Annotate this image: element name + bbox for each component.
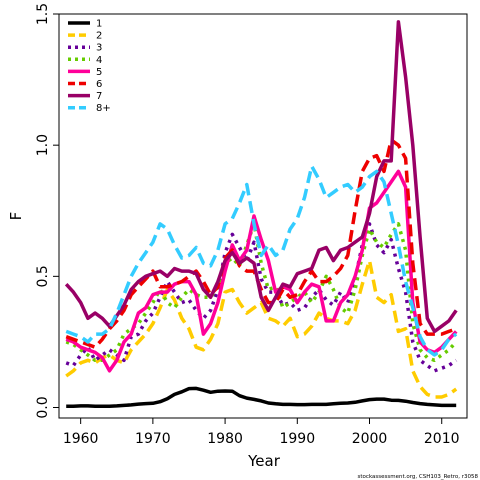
x-tick-label: 2010 — [424, 431, 460, 447]
legend-label-7: 7 — [96, 91, 102, 102]
legend-label-2: 2 — [96, 31, 102, 42]
legend-label-1: 1 — [96, 19, 102, 30]
series-line-age-1 — [66, 386, 457, 408]
x-axis-title: Year — [247, 452, 281, 470]
legend-label-4: 4 — [96, 55, 102, 66]
y-axis: 0.0 0.5 1.0 1.5 — [35, 3, 59, 419]
y-tick-label: 1.0 — [35, 134, 51, 156]
credit-text: stockassessment.org, CSH103_Retro, r3058 — [358, 474, 479, 480]
y-tick-label: 0.5 — [35, 265, 51, 287]
plot-frame — [58, 13, 468, 419]
legend-label-5: 5 — [96, 67, 102, 78]
y-tick-label: 0.0 — [35, 396, 51, 418]
series-line-age-7 — [64, 20, 458, 334]
legend-label-6: 6 — [96, 79, 102, 90]
series-line-age-8plus — [65, 164, 458, 357]
series-line-age-5 — [65, 169, 458, 373]
series-lines — [64, 20, 458, 408]
x-tick-label: 1960 — [63, 431, 99, 447]
legend-label-3: 3 — [96, 43, 102, 54]
y-axis-title: F — [7, 212, 25, 221]
x-tick-label: 1990 — [279, 431, 315, 447]
x-tick-label: 1980 — [207, 431, 243, 447]
y-tick-label: 1.5 — [35, 3, 51, 25]
legend-label-8plus: 8+ — [96, 103, 111, 114]
x-tick-label: 2000 — [352, 431, 388, 447]
series-line-age-2 — [65, 258, 458, 399]
x-axis: 1960 1970 1980 1990 2000 2010 — [63, 418, 460, 447]
series-line-age-3 — [65, 222, 458, 373]
x-tick-label: 1970 — [135, 431, 171, 447]
